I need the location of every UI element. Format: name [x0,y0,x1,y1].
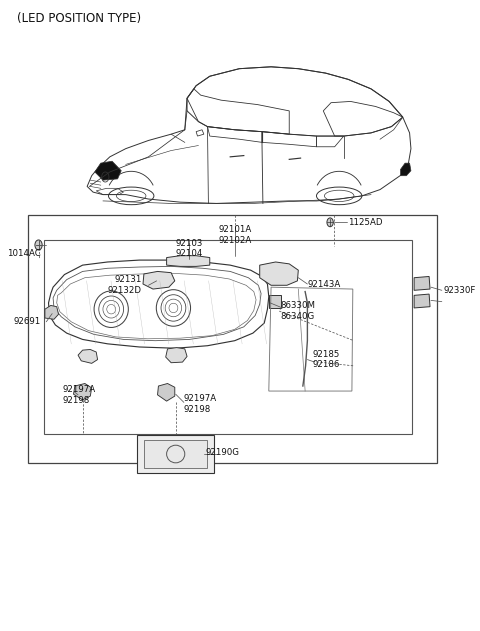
Text: 92197A
92198: 92197A 92198 [62,385,96,404]
Polygon shape [157,384,175,401]
Polygon shape [45,305,59,319]
Bar [144,440,207,468]
Polygon shape [414,276,430,290]
Polygon shape [260,262,298,285]
Polygon shape [167,256,210,266]
Polygon shape [95,162,121,180]
Text: 92131
92132D: 92131 92132D [108,275,142,295]
Text: 92103
92104: 92103 92104 [176,239,203,259]
Text: 92190G: 92190G [205,448,239,457]
Polygon shape [269,295,281,308]
Polygon shape [414,294,430,308]
Text: (LED POSITION TYPE): (LED POSITION TYPE) [17,12,141,25]
Text: 1125AD: 1125AD [348,218,383,227]
Circle shape [35,240,42,250]
Text: 86330M
86340G: 86330M 86340G [280,301,315,321]
Polygon shape [400,163,411,175]
Text: 92185
92186: 92185 92186 [313,350,340,369]
Circle shape [327,218,333,227]
Bar [137,435,214,473]
Text: 92197A
92198: 92197A 92198 [184,394,217,413]
Text: 92691: 92691 [13,317,40,326]
Polygon shape [166,348,187,363]
Text: 92101A
92102A: 92101A 92102A [218,225,252,245]
Text: 92143A: 92143A [307,280,341,288]
Polygon shape [78,350,97,363]
Bar [44,240,412,434]
Bar [28,215,437,463]
Polygon shape [73,384,92,400]
Text: 1014AC: 1014AC [7,249,40,258]
Text: 92330F: 92330F [444,286,476,295]
Polygon shape [143,271,175,289]
